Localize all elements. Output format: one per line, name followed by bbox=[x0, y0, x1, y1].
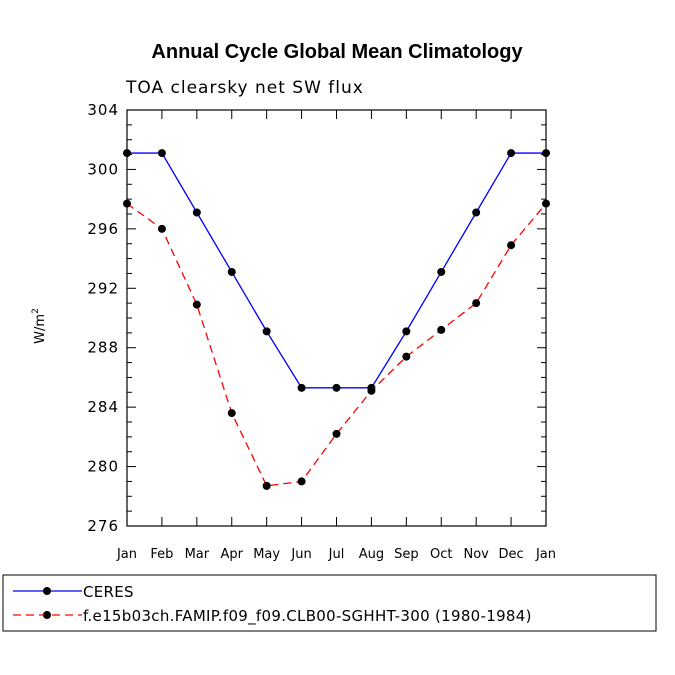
data-point bbox=[472, 299, 481, 308]
series-2 bbox=[123, 199, 550, 490]
axes: 276 280 284 288 292 296 300 304 Jan Feb Mar Apr May J… bbox=[87, 101, 556, 562]
x-tick-label: Feb bbox=[150, 547, 173, 562]
data-point bbox=[472, 208, 481, 217]
data-point bbox=[157, 149, 166, 158]
x-tick-label: Dec bbox=[499, 547, 524, 562]
x-tick-label: Mar bbox=[185, 547, 210, 562]
y-tick-label: 296 bbox=[87, 220, 119, 238]
x-tick-label: Oct bbox=[430, 547, 452, 562]
data-point bbox=[297, 383, 306, 392]
data-point bbox=[192, 300, 201, 309]
data-point bbox=[227, 267, 236, 276]
legend-box bbox=[2, 574, 657, 632]
series-1 bbox=[123, 149, 550, 392]
data-point bbox=[227, 409, 236, 418]
plot-series bbox=[123, 149, 550, 490]
y-axis-label-superscript: 2 bbox=[31, 308, 41, 314]
legend-label-1: CERES bbox=[83, 583, 134, 601]
x-tick-label: Apr bbox=[221, 547, 244, 562]
data-point bbox=[123, 149, 131, 158]
data-point bbox=[402, 352, 411, 361]
series-line bbox=[127, 152, 546, 389]
x-tick-label: Sep bbox=[394, 547, 419, 562]
data-point bbox=[123, 199, 131, 208]
svg-text:W/m2: W/m2 bbox=[31, 308, 48, 344]
chart-title: Annual Cycle Global Mean Climatology bbox=[151, 41, 523, 63]
legend-label-2: f.e15b03ch.FAMIP.f09_f09.CLB00-SGHHT-300… bbox=[83, 607, 532, 626]
data-point bbox=[507, 149, 516, 158]
data-point bbox=[437, 267, 446, 276]
data-point bbox=[332, 383, 341, 392]
y-tick-label: 300 bbox=[87, 160, 119, 178]
data-point bbox=[157, 224, 166, 233]
data-point bbox=[542, 149, 550, 158]
x-tick-label: Jul bbox=[328, 547, 345, 562]
legend: CERES f.e15b03ch.FAMIP.f09_f09.CLB00-SGHH… bbox=[2, 574, 657, 632]
data-point bbox=[367, 386, 376, 395]
x-tick-label: Jun bbox=[290, 547, 311, 562]
data-point bbox=[262, 327, 271, 336]
y-tick-label: 280 bbox=[87, 458, 119, 476]
x-tick-label: Nov bbox=[463, 547, 489, 562]
chart-subtitle: TOA clearsky net SW flux bbox=[125, 78, 364, 98]
legend-marker-1 bbox=[43, 587, 51, 595]
data-point bbox=[402, 327, 411, 336]
data-point bbox=[332, 429, 341, 438]
data-point bbox=[262, 481, 271, 490]
x-tick-label: Jan bbox=[116, 547, 137, 562]
y-tick-label: 276 bbox=[87, 517, 119, 535]
data-point bbox=[297, 477, 306, 486]
y-tick-label: 292 bbox=[87, 279, 119, 297]
x-tick-label: Jan bbox=[535, 547, 556, 562]
data-point bbox=[192, 208, 201, 217]
data-point bbox=[542, 199, 550, 208]
y-tick-label: 284 bbox=[87, 398, 119, 416]
data-point bbox=[507, 241, 516, 250]
y-axis-label-text: W/m bbox=[33, 314, 48, 344]
legend-marker-2 bbox=[43, 611, 51, 619]
series-line bbox=[126, 203, 547, 487]
y-axis-label: W/m2 bbox=[31, 308, 48, 344]
x-tick-label: May bbox=[253, 547, 280, 562]
y-tick-label: 304 bbox=[87, 101, 119, 119]
plot-frame bbox=[126, 109, 547, 527]
data-point bbox=[437, 325, 446, 334]
x-tick-label: Aug bbox=[359, 547, 384, 562]
y-tick-label: 288 bbox=[87, 339, 119, 357]
